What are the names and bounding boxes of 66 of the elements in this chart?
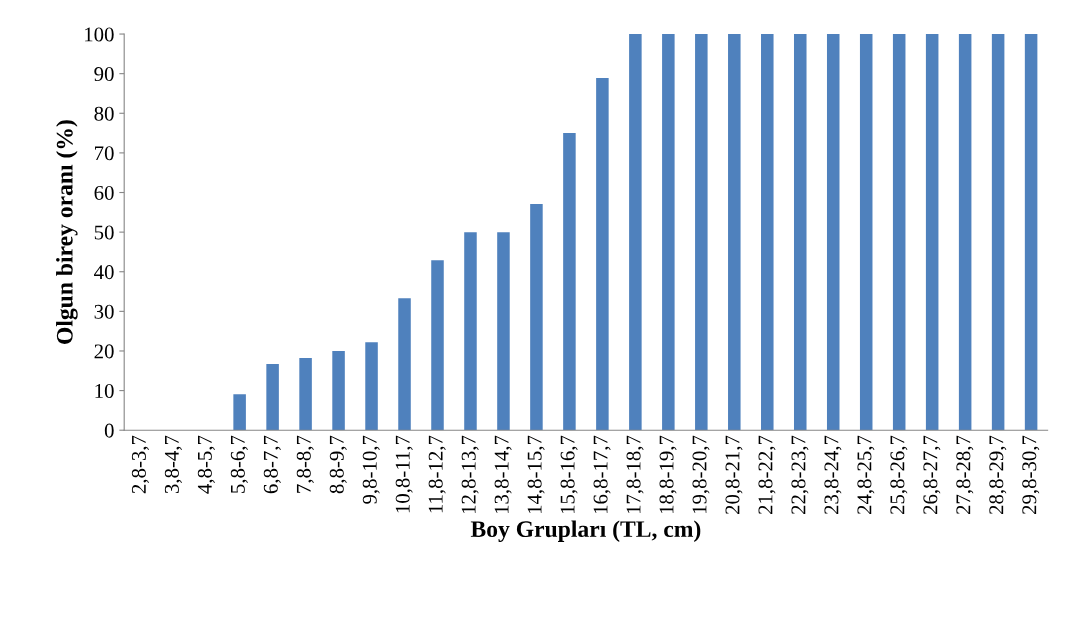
bar	[991, 34, 1005, 431]
bar	[728, 34, 741, 431]
y-tick-label: 40	[94, 265, 114, 280]
x-tick-label: 25,8-26,7	[890, 435, 908, 514]
x-tick-label: 26,8-27,7	[923, 435, 941, 514]
bar	[892, 34, 906, 431]
x-tick-label: 5,8-6,7	[230, 435, 248, 493]
bar	[629, 34, 642, 431]
x-tick-label: 7,8-8,7	[296, 435, 314, 493]
x-tick-label: 13,8-14,7	[494, 435, 512, 514]
bar	[925, 34, 939, 431]
x-tick-label: 14,8-15,7	[527, 435, 545, 514]
bar	[464, 232, 477, 431]
bar	[1024, 34, 1038, 431]
y-tick-label: 80	[94, 106, 114, 121]
x-tick-label: 27,8-28,7	[956, 435, 974, 514]
y-tick-label: 20	[94, 344, 114, 359]
x-tick-label: 22,8-23,7	[791, 435, 809, 514]
y-tick-label: 50	[94, 225, 114, 240]
bar	[431, 260, 444, 431]
x-tick-label: 11,8-12,7	[428, 435, 446, 513]
x-tick-label: 19,8-20,7	[692, 435, 710, 514]
x-tick-label: 8,8-9,7	[329, 435, 347, 494]
bar	[233, 394, 246, 431]
y-tick-label: 0	[104, 423, 114, 438]
x-axis-title: Boy Grupları (TL, cm)	[470, 520, 701, 542]
bar	[332, 350, 345, 431]
bar	[596, 78, 609, 431]
x-tick-label: 6,8-7,7	[263, 435, 281, 494]
bar	[563, 133, 576, 431]
x-tick-label: 28,8-29,7	[989, 435, 1007, 514]
x-tick-label: 18,8-19,7	[659, 435, 677, 514]
x-tick-label: 15,8-16,7	[560, 435, 578, 514]
x-tick-label: 3,8-4,7	[164, 435, 182, 494]
bar	[365, 342, 378, 431]
x-tick-label: 23,8-24,7	[824, 435, 842, 514]
x-tick-label: 29,8-30,7	[1022, 435, 1040, 514]
bar	[299, 358, 312, 431]
x-tick-label: 4,8-5,7	[197, 435, 215, 494]
bar	[695, 34, 708, 431]
y-axis-title: Olgun birey oranı (%)	[56, 120, 78, 344]
bar	[826, 34, 840, 431]
x-tick-label: 12,8-13,7	[461, 435, 479, 514]
x-tick-label: 20,8-21,7	[725, 435, 743, 514]
bar	[761, 34, 774, 431]
y-tick-label: 60	[94, 185, 114, 200]
bar	[530, 204, 543, 431]
y-tick-label: 10	[95, 383, 114, 399]
x-tick-label: 2,8-3,7	[131, 435, 149, 494]
y-tick-label: 30	[94, 304, 114, 319]
bar	[958, 34, 972, 431]
y-tick-label: 100	[85, 27, 114, 42]
bar	[266, 364, 279, 431]
bar	[497, 232, 510, 431]
y-tick-label: 70	[95, 146, 114, 161]
x-tick-label: 24,8-25,7	[857, 435, 875, 514]
y-tick-label: 90	[94, 67, 114, 82]
x-tick-label: 17,8-18,7	[626, 435, 644, 514]
bar	[662, 34, 675, 431]
bar	[859, 34, 873, 431]
bar	[793, 34, 807, 431]
x-tick-label: 21,8-22,7	[758, 435, 776, 514]
x-tick-label: 9,8-10,7	[362, 435, 380, 504]
x-tick-label: 16,8-17,7	[593, 435, 611, 514]
x-tick-label: 10,8-11,7	[395, 435, 413, 513]
bar	[398, 298, 411, 431]
